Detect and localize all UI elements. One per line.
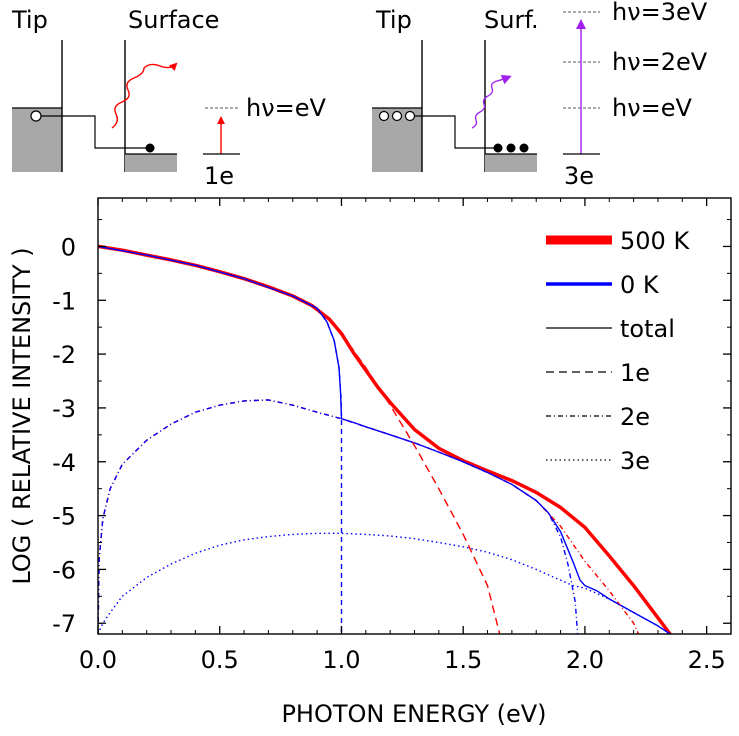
x-tick-label: 2.5 — [688, 646, 726, 674]
series-line-500-k-total — [98, 244, 672, 634]
diagram-left: Tip Surface hν=eV 1e — [11, 6, 326, 190]
y-tick-label: -6 — [52, 556, 76, 584]
diagram-right-tunnel-path — [415, 115, 497, 149]
diagram-left-tip-label: Tip — [11, 6, 48, 34]
y-tick-label: -4 — [52, 449, 76, 477]
series-line-500-k-1e — [340, 333, 501, 634]
diagram-left-hole — [30, 110, 42, 122]
y-tick-label: -1 — [52, 287, 76, 315]
axes: 0.0 0.5 1.0 1.5 2.0 2.5 0 -1 -2 -3 -4 -5 -6 -7 — [52, 197, 732, 674]
y-tick-label: -3 — [52, 395, 76, 423]
diagram-right-energy-label-3: hν=3eV — [612, 0, 708, 26]
diagram-right-energy-label-2: hν=2eV — [612, 48, 708, 76]
y-tick-label: -7 — [52, 610, 76, 638]
legend-label: total — [620, 315, 675, 343]
series-line-0-k-3e — [98, 532, 671, 634]
x-tick-label: 1.0 — [322, 646, 360, 674]
x-tick-label: 1.5 — [444, 646, 482, 674]
diagram-right-photon-wave-icon — [471, 74, 512, 129]
diagram-left-photon-wave-icon — [111, 62, 178, 129]
diagram-right-tip-label: Tip — [375, 6, 412, 34]
y-tick-label: -5 — [52, 503, 76, 531]
diagram-right-electron-label: 3e — [564, 162, 594, 190]
y-tick-label: 0 — [61, 233, 76, 261]
diagram-right-surface-label: Surf. — [484, 6, 539, 34]
legend-label: 0 K — [620, 271, 660, 299]
series-line-500-k-2e — [98, 399, 640, 634]
legend-label: 500 K — [620, 227, 690, 255]
diagram-left-surface-fermi-sea — [125, 154, 177, 172]
diagram-left-tunnel-path — [41, 115, 150, 149]
diagram-right-electron — [493, 143, 503, 153]
diagram-right: Tip Surf. hν=3eV hν=2eV hν=eV 3e — [372, 0, 708, 190]
legend-label: 2e — [620, 403, 650, 431]
series-line-0-k-total — [98, 245, 671, 634]
diagram-right-electron — [506, 143, 516, 153]
series-layer — [98, 244, 672, 634]
x-axis-label: PHOTON ENERGY (eV) — [281, 700, 546, 728]
diagram-left-energy-label: hν=eV — [246, 94, 326, 122]
x-tick-label: 2.0 — [566, 646, 604, 674]
legend-label: 3e — [620, 447, 650, 475]
diagram-right-surface-fermi-sea — [485, 154, 537, 172]
legend-label: 1e — [620, 359, 650, 387]
series-line-0-k-2e — [98, 399, 579, 634]
y-axis-label: LOG ( RELATIVE INTENSITY ) — [8, 247, 36, 584]
diagram-left-electron — [145, 143, 155, 153]
legend: 500 K 0 K total 1e 2e 3e — [546, 227, 690, 475]
diagram-right-hole — [378, 110, 390, 122]
diagram-right-energy-label-1: hν=eV — [612, 94, 692, 122]
x-tick-label: 0.5 — [201, 646, 239, 674]
x-tick-label: 0.0 — [79, 646, 117, 674]
series-line-0-k-1e — [292, 295, 343, 634]
y-tick-label: -2 — [52, 341, 76, 369]
diagram-right-electron — [519, 143, 529, 153]
diagram-left-surface-label: Surface — [128, 6, 219, 34]
diagram-right-hole — [404, 110, 416, 122]
diagram-left-electron-label: 1e — [204, 162, 234, 190]
diagram-right-hole — [391, 110, 403, 122]
chart: 0.0 0.5 1.0 1.5 2.0 2.50-1-2-3-4-5-6-7 500 K0… — [8, 197, 732, 728]
